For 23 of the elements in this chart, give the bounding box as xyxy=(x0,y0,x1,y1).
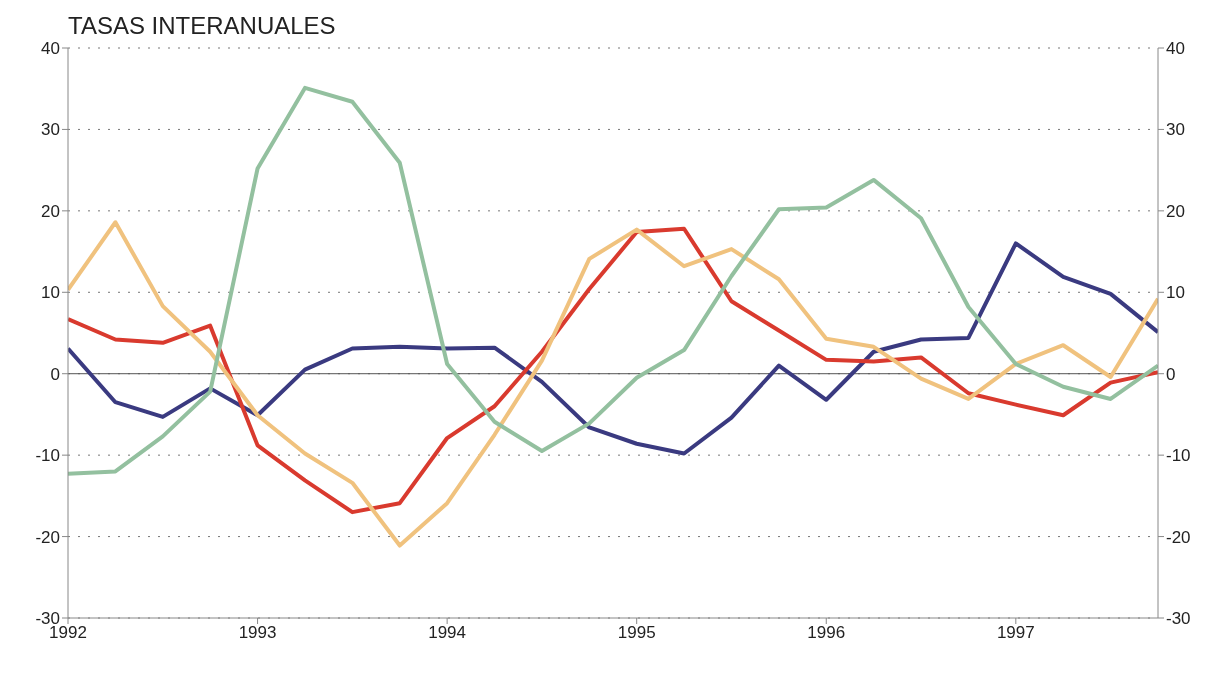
y-tick-label: 10 xyxy=(41,283,60,303)
y2-tick-label: 20 xyxy=(1166,201,1185,221)
y2-tick-label: 40 xyxy=(1166,39,1185,59)
y-tick-label: 20 xyxy=(41,201,60,221)
y2-tick-label: 0 xyxy=(1166,364,1176,384)
y2-tick-label: -30 xyxy=(1166,609,1191,629)
y2-tick-label: 10 xyxy=(1166,283,1185,303)
line-series xyxy=(68,241,1158,456)
y2-tick-label: 30 xyxy=(1166,120,1185,140)
y-tick-label: 0 xyxy=(50,364,60,384)
x-tick-label: 1995 xyxy=(617,623,656,643)
y2-tick-label: -10 xyxy=(1166,446,1191,466)
x-tick-label: 1993 xyxy=(238,623,277,643)
y-tick-label: -20 xyxy=(35,527,60,547)
y-tick-label: 40 xyxy=(41,39,60,59)
x-tick-label: 1994 xyxy=(428,623,467,643)
x-tick-label: 1997 xyxy=(996,623,1035,643)
x-tick-label: 1996 xyxy=(807,623,846,643)
y2-tick-label: -20 xyxy=(1166,527,1191,547)
y-tick-label: -10 xyxy=(35,446,60,466)
line-series xyxy=(68,85,1158,476)
y-tick-label: 30 xyxy=(41,120,60,140)
chart-title: TASAS INTERANUALES xyxy=(68,12,336,40)
